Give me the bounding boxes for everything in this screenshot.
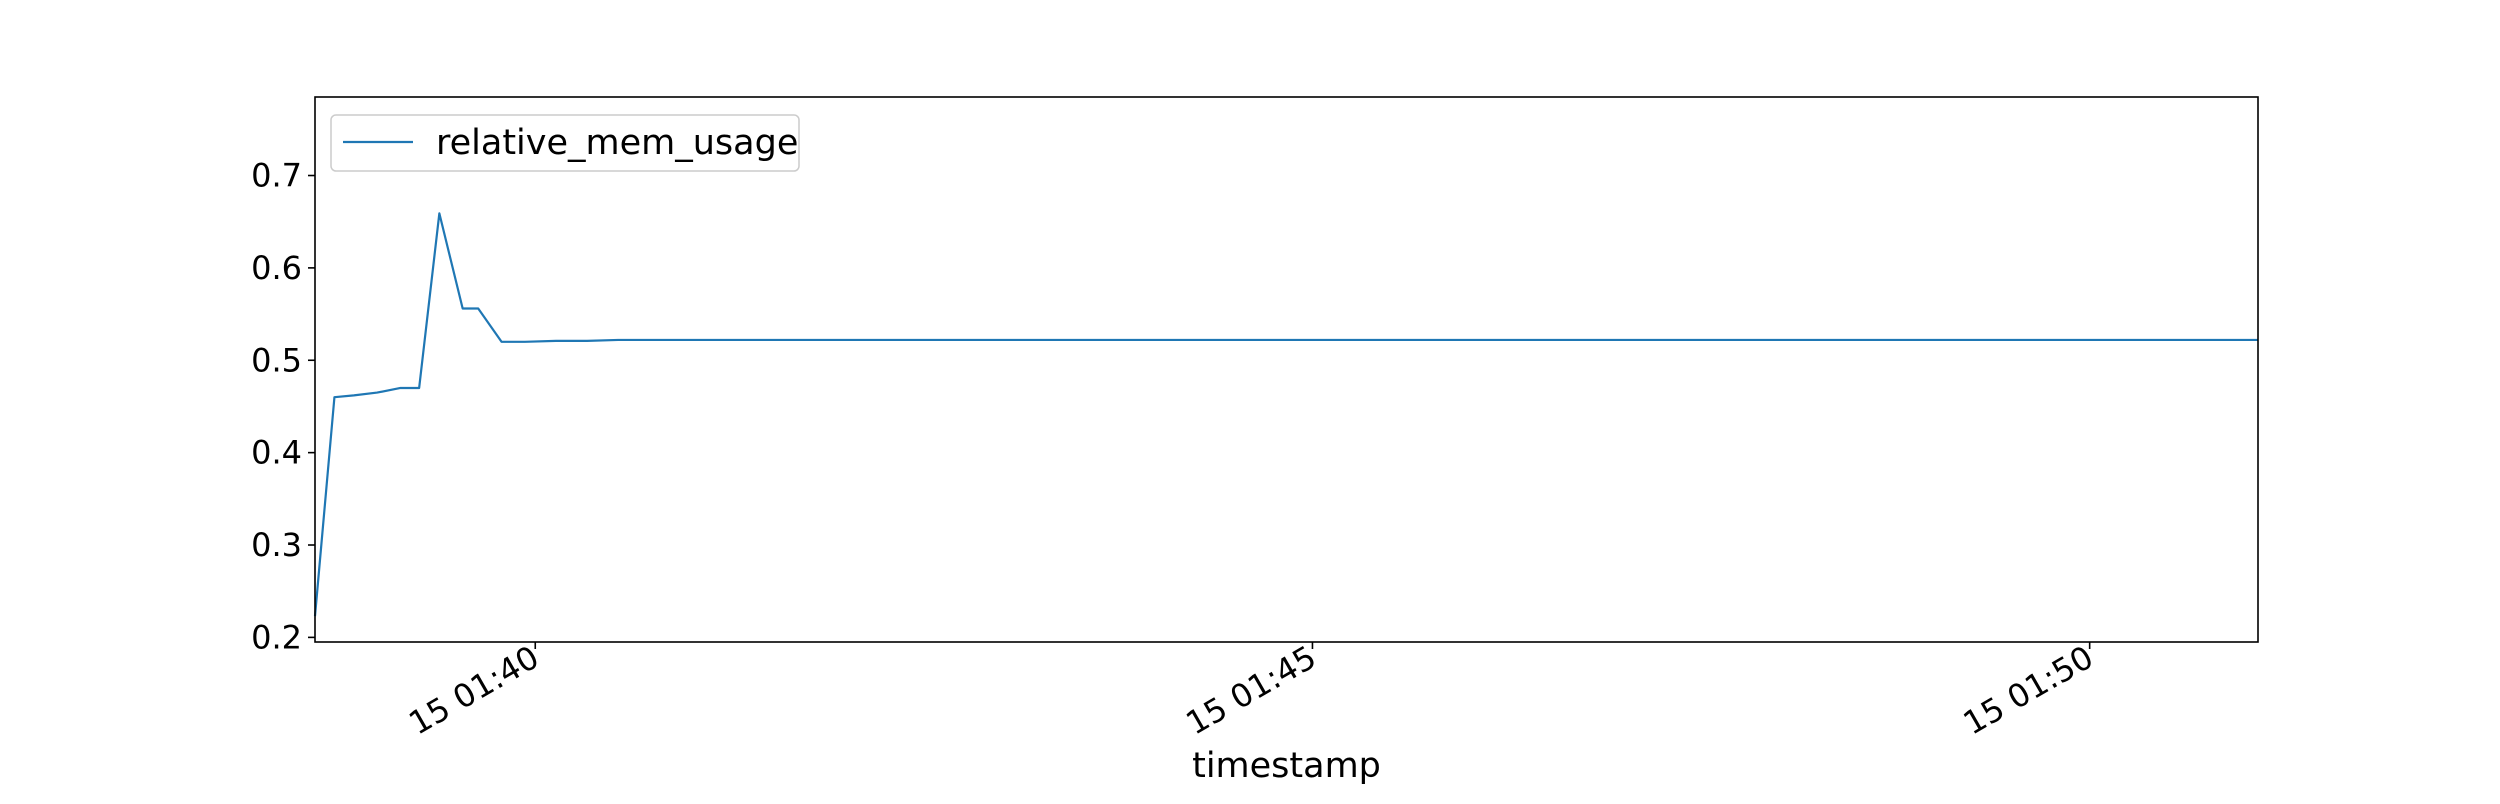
x-tick-label: 15 01:40 [402, 638, 545, 742]
x-tick-label: 15 01:45 [1180, 638, 1323, 742]
y-tick-label: 0.3 [251, 526, 302, 564]
y-tick-label: 0.6 [251, 249, 302, 287]
y-tick-label: 0.2 [251, 618, 302, 656]
legend-box [330, 114, 800, 172]
y-tick-label: 0.7 [251, 157, 302, 195]
y-tick-label: 0.4 [251, 434, 302, 472]
plot-area-background [315, 97, 2258, 642]
x-tick-label: 15 01:50 [1957, 638, 2100, 742]
legend: relative_mem_usage [330, 114, 800, 172]
y-tick-label: 0.5 [251, 341, 302, 379]
x-axis-label: timestamp [1192, 746, 1381, 786]
series-layer [313, 212, 2258, 617]
legend-label-relative-mem-usage: relative_mem_usage [436, 123, 798, 163]
plot-frame [314, 96, 2259, 643]
series-line-relative-mem-usage [313, 212, 2258, 617]
